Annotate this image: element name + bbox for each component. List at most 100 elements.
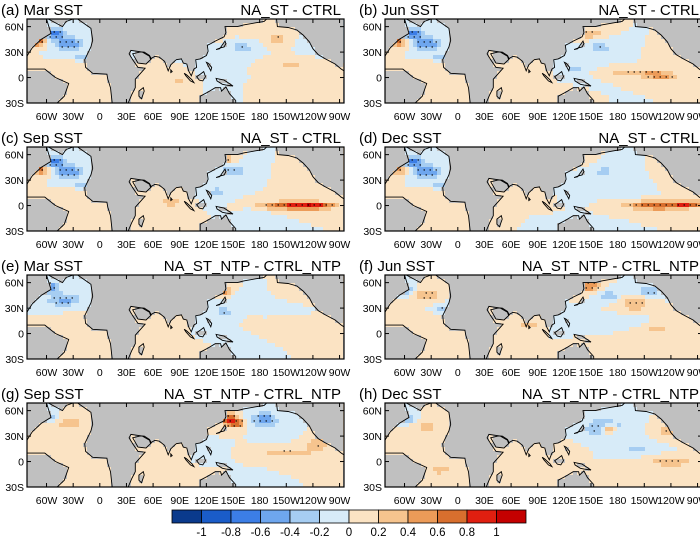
lon-tick-label: 120E <box>552 239 577 251</box>
lon-tick-label: 90E <box>528 111 547 123</box>
lon-tick-label: 90E <box>170 111 189 123</box>
lat-tick-label: 30S <box>363 482 382 494</box>
lat-tick-label: 30N <box>5 175 24 187</box>
colorbar-label: 0.4 <box>400 527 417 536</box>
colorbar-swatch <box>201 509 232 524</box>
lat-tick-label: 30S <box>363 98 382 110</box>
panel-title-left: (e) Mar SST <box>1 258 83 275</box>
lon-tick-label: 60W <box>394 111 416 123</box>
lon-tick-label: 90E <box>170 367 189 379</box>
lon-tick-label: 60W <box>394 367 416 379</box>
lon-tick-label: 180 <box>609 239 627 251</box>
lat-tick-label: 60N <box>5 22 24 34</box>
lat-tick-label: 0 <box>18 201 24 213</box>
lon-tick-label: 150E <box>579 495 604 507</box>
lat-tick-label: 0 <box>18 73 24 85</box>
lon-tick-label: 30W <box>62 495 84 507</box>
colorbar-label: -0.6 <box>251 527 271 536</box>
lon-tick-label: 30E <box>475 239 494 251</box>
lon-tick-label: 0 <box>455 239 461 251</box>
panel-d: (d) Dec SST NA_ST - CTRL 60N 30N 0 30S 60W 30W 0… <box>359 130 700 251</box>
lon-tick-label: 180 <box>609 495 627 507</box>
lat-tick-label: 60N <box>363 150 382 162</box>
lon-tick-label: 120E <box>194 239 219 251</box>
colorbar-swatch <box>466 509 497 524</box>
lon-tick-label: 30E <box>117 239 136 251</box>
lon-tick-label: 150E <box>221 367 246 379</box>
map-frame <box>26 402 345 488</box>
lon-tick-label: 120W <box>299 111 327 123</box>
lon-tick-label: 150W <box>631 239 659 251</box>
panel-title-left: (g) Sep SST <box>1 386 84 403</box>
lon-tick-label: 120W <box>657 111 685 123</box>
lon-tick-label: 0 <box>97 239 103 251</box>
lon-tick-label: 30E <box>475 367 494 379</box>
lon-tick-label: 150E <box>221 495 246 507</box>
lon-tick-label: 90W <box>329 495 351 507</box>
lon-tick-label: 60E <box>144 495 163 507</box>
colorbar-swatch <box>289 509 320 524</box>
lon-tick-label: 150E <box>221 239 246 251</box>
map-field <box>385 403 700 487</box>
lon-tick-label: 60E <box>144 367 163 379</box>
colorbar: -1 -0.8 -0.6 -0.4 -0.2 0 0.2 0.4 0.6 0.8 1 <box>171 509 527 536</box>
lon-tick-label: 0 <box>97 495 103 507</box>
map-frame <box>384 18 700 104</box>
colorbar-label: 0 <box>346 527 352 536</box>
lon-tick-label: 180 <box>609 111 627 123</box>
lon-tick-label: 30E <box>117 495 136 507</box>
lon-tick-label: 150W <box>273 239 301 251</box>
lat-tick-label: 30S <box>363 226 382 238</box>
lon-tick-label: 150W <box>631 111 659 123</box>
colorbar-swatch <box>378 509 409 524</box>
lon-tick-label: 30W <box>420 495 442 507</box>
lon-tick-label: 120E <box>552 495 577 507</box>
lon-tick-label: 60W <box>394 495 416 507</box>
lon-tick-label: 90W <box>687 367 700 379</box>
panel-f: (f) Jun SST NA_ST_NTP - CTRL_NTP 60N 30N 0 30… <box>359 258 700 379</box>
lon-tick-label: 60W <box>36 495 58 507</box>
colorbar-label: 0.8 <box>459 527 475 536</box>
panel-title-right: NA_ST - CTRL <box>240 2 341 19</box>
lon-tick-label: 60E <box>502 367 521 379</box>
panel-title-right: NA_ST - CTRL <box>598 130 699 147</box>
lon-tick-label: 120E <box>194 367 219 379</box>
colorbar-swatch <box>496 509 527 524</box>
lon-tick-label: 0 <box>97 111 103 123</box>
panel-title-left: (f) Jun SST <box>359 258 435 275</box>
lon-tick-label: 120E <box>552 111 577 123</box>
panel-title-left: (c) Sep SST <box>1 130 83 147</box>
colorbar-swatch <box>260 509 291 524</box>
lon-tick-label: 30W <box>420 367 442 379</box>
panel-title-left: (b) Jun SST <box>359 2 439 19</box>
lat-tick-label: 0 <box>18 329 24 341</box>
panel-title-right: NA_ST_NTP - CTRL_NTP <box>164 386 341 403</box>
panel-title-right: NA_ST_NTP - CTRL_NTP <box>164 258 341 275</box>
panel-title-right: NA_ST - CTRL <box>240 130 341 147</box>
lat-tick-label: 60N <box>363 278 382 290</box>
lon-tick-label: 90E <box>170 495 189 507</box>
lon-tick-label: 120W <box>657 367 685 379</box>
lat-tick-label: 30N <box>363 431 382 443</box>
map-field <box>27 19 344 103</box>
lat-tick-label: 30S <box>363 354 382 366</box>
lon-tick-label: 90E <box>528 367 547 379</box>
lon-tick-label: 120W <box>299 495 327 507</box>
lon-tick-label: 0 <box>97 367 103 379</box>
lon-tick-label: 90E <box>528 495 547 507</box>
lon-tick-label: 120E <box>194 111 219 123</box>
panel-e: (e) Mar SST NA_ST_NTP - CTRL_NTP 60N 30N 0 30… <box>1 258 350 379</box>
colorbar-swatch <box>437 509 468 524</box>
lat-tick-label: 0 <box>18 457 24 469</box>
lon-tick-label: 150W <box>631 367 659 379</box>
map-frame <box>26 274 345 360</box>
lon-tick-label: 120W <box>657 239 685 251</box>
colorbar-swatch <box>319 509 350 524</box>
lon-tick-label: 60E <box>144 239 163 251</box>
lat-tick-label: 60N <box>5 278 24 290</box>
lon-tick-label: 150E <box>579 367 604 379</box>
lon-tick-label: 150W <box>631 495 659 507</box>
lon-tick-label: 30E <box>475 111 494 123</box>
lon-tick-label: 90W <box>329 239 351 251</box>
